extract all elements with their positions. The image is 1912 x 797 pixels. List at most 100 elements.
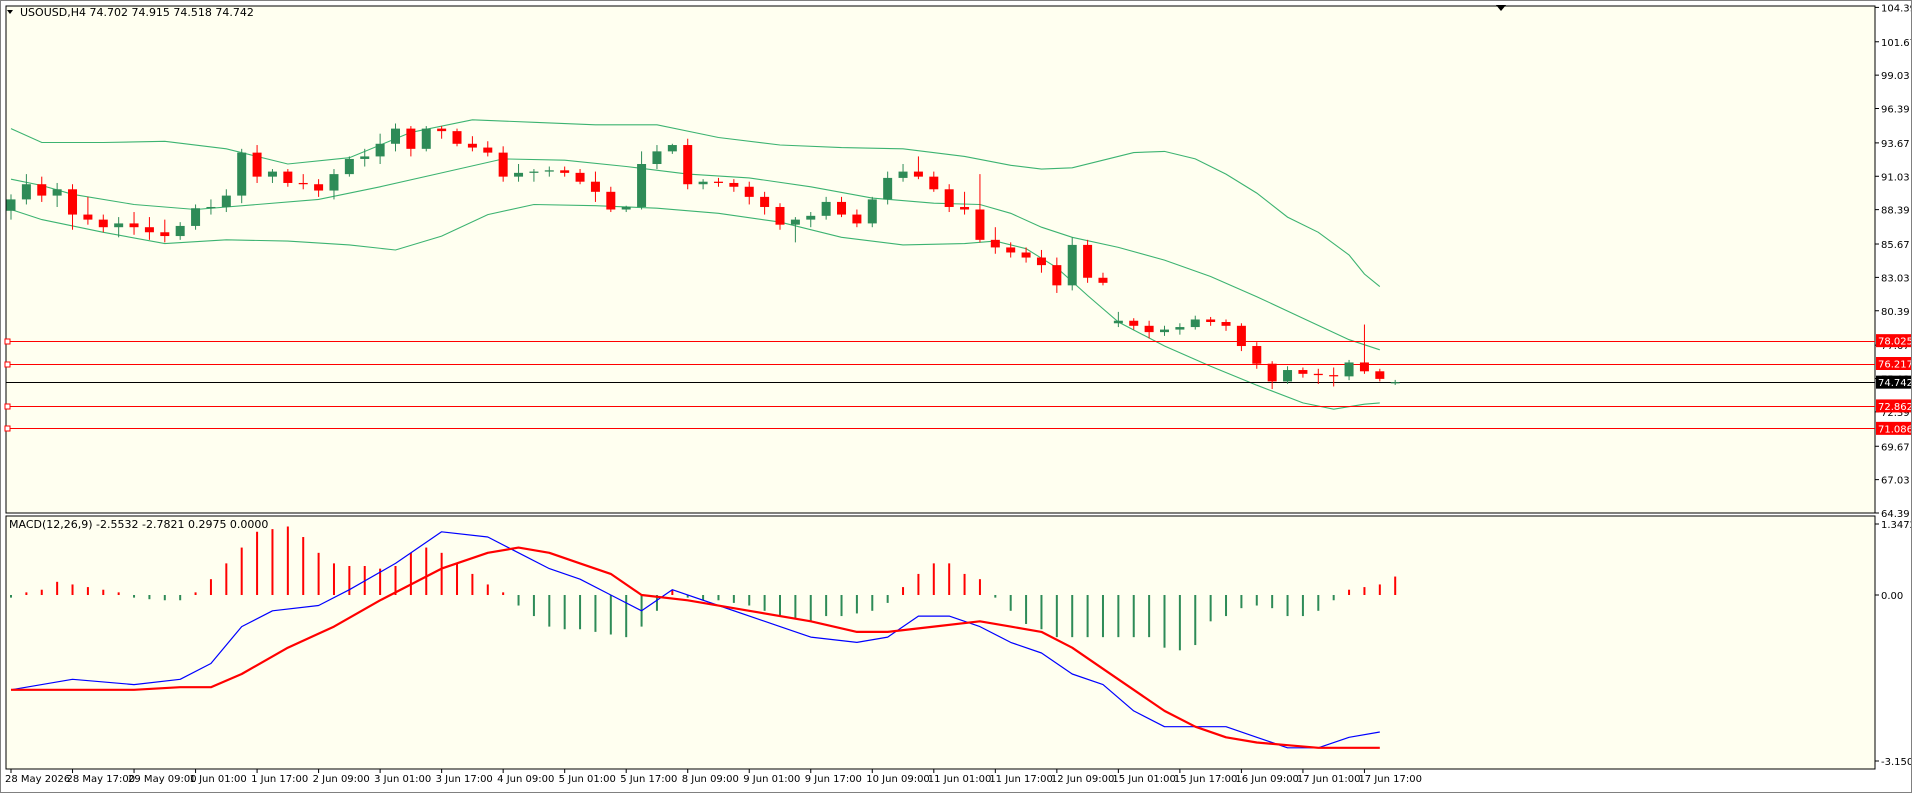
- time-tick-label: 15 Jun 17:00: [1174, 774, 1238, 785]
- time-tick-label: 3 Jun 01:00: [374, 774, 431, 785]
- candle-body: [652, 151, 662, 165]
- candle-body: [1160, 329, 1169, 333]
- time-tick-label: 1 Jun 01:00: [190, 774, 247, 785]
- candle-body: [913, 171, 923, 177]
- price-tick-label: 91.03: [1881, 172, 1910, 183]
- time-tick-label: 17 Jun 17:00: [1358, 774, 1422, 785]
- price-tick-label: 83.03: [1881, 273, 1910, 284]
- candle-body: [744, 186, 754, 197]
- level-price-label: 78.025: [1878, 337, 1912, 348]
- candle-body: [1067, 244, 1077, 286]
- candle-body: [529, 171, 539, 173]
- price-tick-label: 80.39: [1881, 307, 1910, 318]
- macd-tick-label: -3.1504: [1881, 757, 1912, 768]
- candle-body: [21, 184, 31, 200]
- price-axis: 104.39 101.67 99.03 96.39 93.67 91.03 88.39 85.…: [1875, 3, 1912, 768]
- candle-body: [883, 177, 893, 200]
- candle-body: [175, 225, 185, 237]
- price-tick-label: 85.67: [1881, 240, 1910, 251]
- candle-body: [1283, 370, 1293, 382]
- candle-body: [129, 223, 139, 228]
- bollinger-lower: [10, 203, 1380, 410]
- price-tick-label: 93.67: [1881, 139, 1910, 150]
- candle-body: [144, 227, 154, 233]
- time-tick-label: 4 Jun 09:00: [497, 774, 554, 785]
- candle-body: [237, 152, 247, 196]
- macd-line: [10, 531, 1380, 749]
- candle-body: [1329, 375, 1339, 377]
- time-tick-label: 9 Jun 01:00: [743, 774, 800, 785]
- candle-body: [667, 145, 677, 152]
- price-tick-label: 96.39: [1881, 105, 1910, 116]
- time-tick-label: 15 Jun 01:00: [1112, 774, 1176, 785]
- level-line-handle-1: [4, 361, 11, 368]
- macd-pane[interactable]: [10, 526, 1397, 749]
- time-tick-label: 1 Jun 17:00: [251, 774, 308, 785]
- candle-body: [1267, 363, 1277, 382]
- level-price-tag: [1876, 421, 1912, 435]
- candle-body: [498, 152, 508, 177]
- candle-body: [283, 171, 293, 183]
- candle-body: [1021, 252, 1031, 258]
- level-line-handle-0: [4, 338, 11, 345]
- candle-body: [360, 156, 370, 159]
- candle-body: [391, 128, 400, 144]
- level-price-tag: [1876, 334, 1912, 348]
- signal-line: [11, 546, 1380, 749]
- candle-body: [1098, 277, 1108, 283]
- candle-body: [375, 143, 385, 157]
- header-collapse-arrow-icon[interactable]: [7, 10, 13, 14]
- candle-body: [252, 152, 262, 177]
- candle-body: [975, 209, 985, 240]
- price-tick-label: 72.39: [1881, 408, 1910, 419]
- candle-body: [160, 232, 170, 237]
- macd-pane-background: [5, 515, 1876, 770]
- candle-body: [406, 128, 416, 149]
- time-tick-label: 17 Jun 01:00: [1297, 774, 1361, 785]
- candle-body: [68, 189, 78, 215]
- candle-body: [421, 128, 431, 149]
- main-pane[interactable]: [4, 119, 1875, 432]
- price-tick-label: 64.39: [1881, 509, 1910, 520]
- candle-body: [437, 128, 447, 132]
- candle-body: [98, 219, 108, 228]
- price-tick-label: 69.67: [1881, 442, 1910, 453]
- candle-body: [1083, 244, 1093, 278]
- candle-body: [1344, 362, 1354, 377]
- time-tick-label: 11 Jun 17:00: [989, 774, 1053, 785]
- candle-body: [621, 206, 631, 210]
- candle-body: [221, 195, 231, 207]
- time-tick-label: 28 May 17:00: [67, 774, 136, 785]
- candle-body: [729, 182, 739, 187]
- candle-body: [1144, 325, 1154, 333]
- candle-body: [683, 145, 693, 185]
- candle-body: [990, 239, 1000, 248]
- candle-body: [1206, 319, 1216, 323]
- candle-body: [298, 182, 308, 185]
- candle-body: [344, 158, 354, 175]
- candle-body: [467, 143, 477, 148]
- candle-body: [960, 206, 970, 210]
- time-tick-label: 12 Jun 09:00: [1051, 774, 1115, 785]
- candle-body: [637, 164, 647, 207]
- candle-body: [852, 214, 862, 224]
- symbol-header: USOUSD,H4 74.702 74.915 74.518 74.742: [20, 6, 254, 19]
- candle-body: [575, 172, 585, 182]
- time-tick-label: 9 Jun 17:00: [805, 774, 862, 785]
- price-tick-label: 99.03: [1881, 71, 1910, 82]
- candle-body: [114, 223, 124, 228]
- macd-tick-label: 0.00: [1881, 591, 1903, 602]
- candle-body: [606, 191, 616, 210]
- candle-body: [1236, 325, 1246, 347]
- time-tick-label: 10 Jun 09:00: [866, 774, 930, 785]
- candle-body: [590, 181, 600, 192]
- level-price-tag: [1876, 399, 1912, 413]
- candle-body: [1298, 370, 1308, 374]
- shift-marker-icon[interactable]: [1496, 5, 1506, 11]
- time-tick-label: 11 Jun 01:00: [928, 774, 992, 785]
- candle-body: [1221, 322, 1231, 326]
- level-price-label: 76.217: [1878, 360, 1912, 371]
